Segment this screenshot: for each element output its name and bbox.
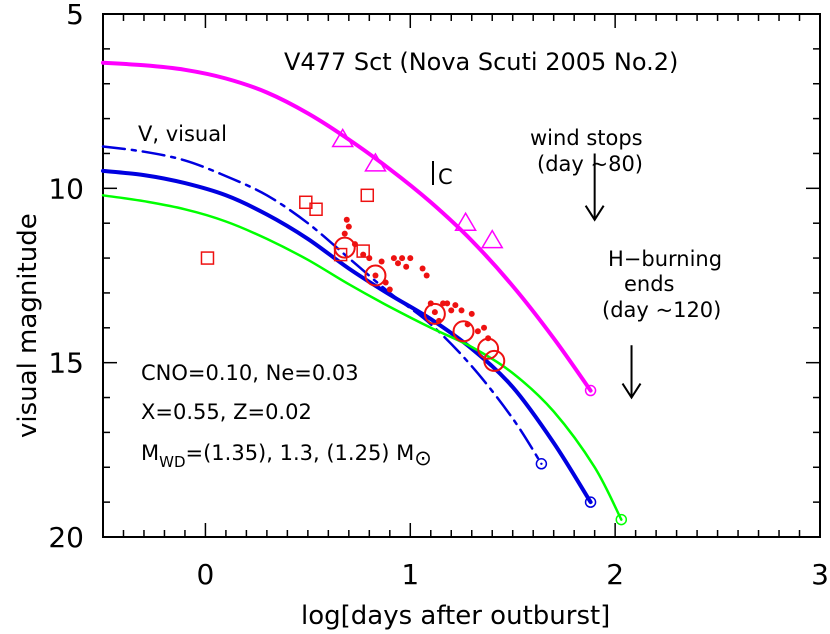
square-marker [333,247,348,262]
square-marker [360,188,375,203]
circle-marker [423,302,446,325]
dot-marker [399,255,406,262]
dot-marker [366,255,373,262]
observation-points [200,128,506,372]
x-tick-label: 0 [197,558,215,591]
triangle-marker [364,152,387,172]
y-axis-label: visual magnitude [13,213,43,438]
circle-marker [364,264,387,287]
x-axis-label: log[days after outburst] [301,601,610,631]
dot-marker [407,255,414,262]
h-burning-ends: ends [624,272,675,296]
dot-marker [390,255,397,262]
green-model-curve [101,194,623,521]
dot-marker [394,260,401,267]
plot-frame [102,13,821,538]
dot-marker [343,216,350,223]
params-x-z: X=0.55, Z=0.02 [141,400,312,424]
dot-marker [481,324,488,331]
green-end-marker-dot [620,518,623,521]
dot-marker [468,310,475,317]
arrow-head [621,382,642,400]
blue-dashdot-end-marker-dot [540,462,543,465]
dot-marker [444,300,451,307]
triangle-marker [480,229,504,249]
chart-title: V477 Sct (Nova Scuti 2005 No.2) [284,48,678,76]
dot-marker [452,302,459,309]
dot-marker [372,272,379,279]
blue-solid-model-curve [101,168,593,505]
dot-marker [431,309,438,316]
plot-border [102,13,821,538]
y-tick-label: 10 [48,172,84,205]
x-tick-label: 3 [811,558,829,591]
dot-marker [378,258,385,265]
blue-dashdot-model-curve [101,145,543,466]
dot-marker [485,335,492,342]
dot-marker [360,251,367,258]
dot-marker [448,307,455,314]
mwd-sun-symbol: ⊙ [414,446,432,470]
dot-marker [427,300,434,307]
wind-stops-label: wind stops [530,126,643,150]
wind-stops-day: (day ~80) [537,152,643,176]
mwd-prefix: M [141,441,159,465]
annotation-arrows [584,153,642,400]
h-burning-label: H−burning [608,247,722,271]
square-marker [309,202,323,217]
curve-label-v-visual: V, visual [138,122,227,146]
circle-marker [452,320,475,343]
mwd-subscript: WD [159,453,185,471]
y-tick-label: 5 [66,0,84,31]
circle-marker [333,236,356,259]
c-marker-label: C [438,165,453,189]
dot-marker [351,241,358,248]
dot-marker [419,265,426,272]
blue-dashdot-end-marker [535,458,548,470]
mwd-values: =(1.35), 1.3, (1.25) M [186,441,415,465]
triangle-marker [331,128,354,148]
dot-marker [464,321,471,328]
x-tick-label: 1 [401,558,419,591]
dot-marker [345,223,352,230]
blue-solid-end-marker-dot [589,500,592,504]
params-mwd: MWD=(1.35), 1.3, (1.25) M⊙ [141,441,432,471]
circle-marker [483,349,506,372]
dot-marker [386,286,393,293]
magenta-end-marker-dot [589,389,592,392]
dot-marker [382,279,389,286]
dot-marker [403,263,410,270]
x-tick-label: 2 [606,558,624,591]
params-cno-ne: CNO=0.10, Ne=0.03 [141,361,359,385]
triangle-marker [454,211,477,231]
h-burning-day: (day ~120) [602,298,721,322]
blue-solid-end-marker [584,496,597,508]
arrow-head [584,205,605,222]
y-tick-label: 20 [48,521,84,554]
square-marker [299,195,313,210]
dot-marker [458,307,465,314]
axis-ticks: 0 1 2 3 5 10 15 20 [48,0,829,591]
dot-marker [435,317,442,324]
dot-marker [341,230,348,237]
magenta-end-marker [584,384,597,397]
dot-marker [423,272,430,279]
square-marker [200,251,215,265]
dot-marker [474,328,481,335]
green-end-marker [615,513,628,526]
y-tick-label: 15 [48,347,84,380]
